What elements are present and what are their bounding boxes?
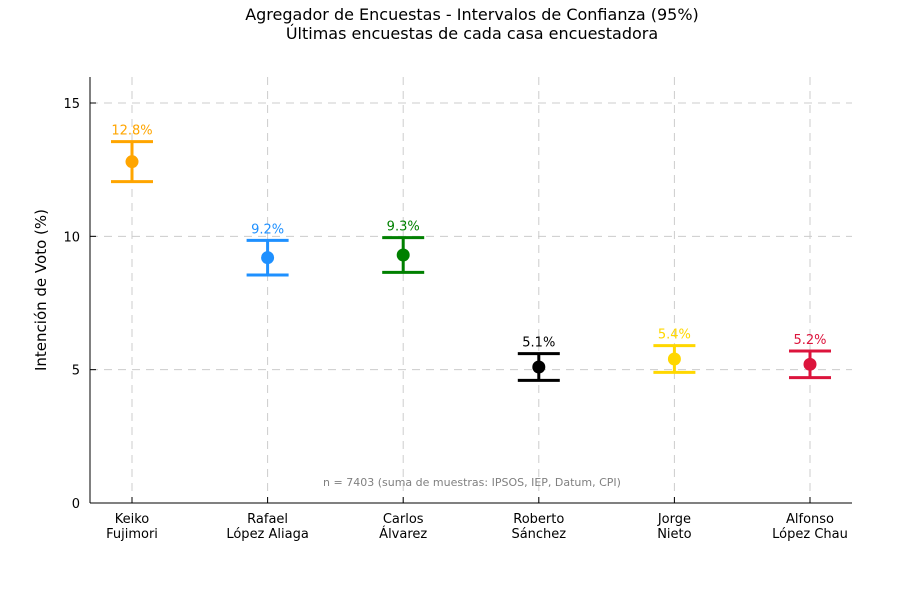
value-label: 9.2% <box>251 222 284 237</box>
candidate-interval: 12.8% <box>111 124 153 184</box>
estimate-point <box>261 251 275 265</box>
data-marks: 12.8% 9.2% 9.3% 5.1% 5.4% 5.2% <box>111 124 831 382</box>
chart-subtitle: Últimas encuestas de cada casa encuestad… <box>286 24 658 43</box>
estimate-point <box>125 155 139 169</box>
y-axis-label: Intención de Voto (%) <box>32 209 50 371</box>
candidate-interval: 5.2% <box>789 333 831 380</box>
estimate-point <box>667 352 681 366</box>
category-label-line2: López Chau <box>772 527 848 542</box>
y-tick-label: 5 <box>72 364 80 379</box>
category-label-line1: Jorge <box>657 512 691 527</box>
category-label-line2: Sánchez <box>511 527 566 542</box>
value-label: 5.4% <box>658 328 691 343</box>
sample-size-note: n = 7403 (suma de muestras: IPSOS, IEP, … <box>323 476 621 489</box>
candidate-interval: 9.3% <box>382 220 425 274</box>
estimate-point <box>803 357 817 371</box>
category-label-line1: Carlos <box>383 512 424 527</box>
category-label-line2: López Aliaga <box>226 527 308 542</box>
value-label: 5.2% <box>793 333 826 348</box>
category-label-line1: Alfonso <box>786 512 834 527</box>
candidate-interval: 5.4% <box>653 328 696 374</box>
category-label-line1: Keiko <box>115 512 150 527</box>
candidate-interval: 5.1% <box>517 336 560 382</box>
value-label: 12.8% <box>111 124 152 139</box>
category-label-line2: Álvarez <box>379 526 427 542</box>
estimate-point <box>532 360 546 374</box>
y-tick-label: 15 <box>63 97 80 112</box>
grid-lines <box>90 77 852 503</box>
value-label: 5.1% <box>522 336 555 351</box>
category-label-line1: Roberto <box>513 512 564 527</box>
chart-title: Agregador de Encuestas - Intervalos de C… <box>245 5 699 24</box>
category-label-line2: Nieto <box>657 527 691 542</box>
category-label-line1: Rafael <box>247 512 288 527</box>
estimate-point <box>396 248 410 262</box>
y-tick-label: 10 <box>63 230 80 245</box>
y-tick-label: 0 <box>72 497 80 512</box>
candidate-interval: 9.2% <box>246 222 289 277</box>
value-label: 9.3% <box>387 220 420 235</box>
category-label-line2: Fujimori <box>106 527 158 542</box>
